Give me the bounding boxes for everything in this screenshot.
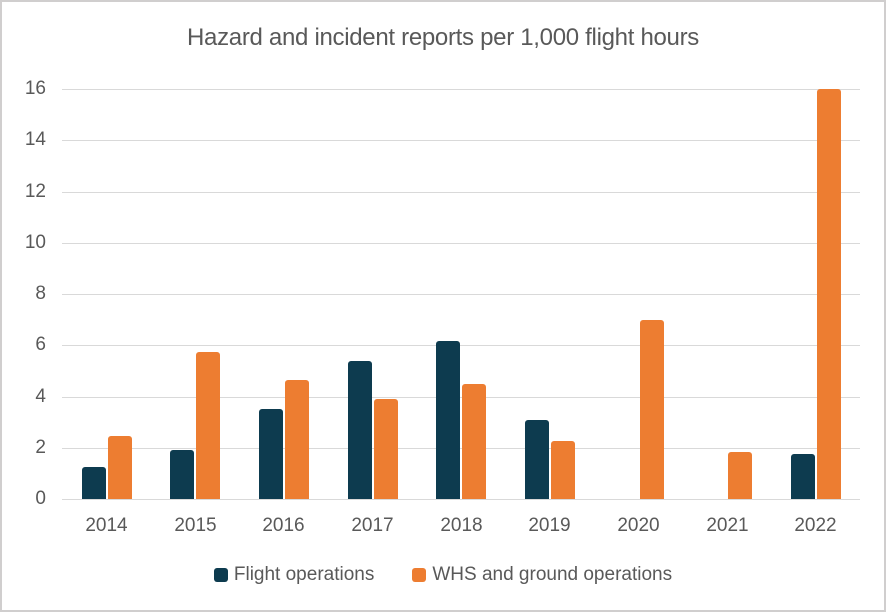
x-axis-label-2014: 2014 [85,515,128,536]
y-tick-label-16: 16 [24,78,46,99]
x-axis-label-2016: 2016 [262,515,305,536]
category-group-2014 [62,89,151,499]
bar-2019-whs-and-ground-operations [550,441,575,499]
category-group-2017 [328,89,417,499]
category-group-2019 [505,89,594,499]
bar-2018-flight-operations [436,341,460,499]
x-axis-label-2019: 2019 [528,515,571,536]
y-tick-label-0: 0 [35,488,46,509]
bar-2016-flight-operations [258,409,283,499]
bar-2022-flight-operations [790,454,815,499]
bar-2017-flight-operations [347,361,372,499]
bar-2018-whs-and-ground-operations [462,384,486,499]
x-axis-label-2020: 2020 [617,515,660,536]
bar-2015-flight-operations [170,450,194,499]
gridline-y-2 [62,448,860,449]
y-tick-label-2: 2 [35,437,46,458]
legend-item-whs-and-ground-operations: WHS and ground operations [412,564,672,586]
bar-2015-whs-and-ground-operations [196,352,220,499]
gridline-y-6 [62,345,860,346]
gridline-y-8 [62,294,860,295]
legend-label-flight-operations: Flight operations [233,564,375,585]
category-group-2021 [683,89,771,499]
legend-item-flight-operations: Flight operations [213,564,375,586]
x-axis-label-2015: 2015 [174,515,217,536]
bar-2017-whs-and-ground-operations [373,399,398,499]
x-axis-label-2018: 2018 [440,515,483,536]
gridline-y-4 [62,397,860,398]
bar-2016-whs-and-ground-operations [284,380,309,499]
legend-marker-flight-operations [213,568,228,582]
gridline-y-0 [62,499,860,500]
category-group-2016 [239,89,328,499]
gridline-y-10 [62,243,860,244]
category-group-2018 [417,89,505,499]
bar-2014-whs-and-ground-operations [107,436,132,499]
y-tick-label-8: 8 [35,283,46,304]
x-axis-label-2022: 2022 [794,515,837,536]
plot-area: 2014 2015 2016 2017 2018 2019 2020 2021 2022 [62,89,860,536]
y-tick-label-6: 6 [35,334,46,355]
bar-2019-flight-operations [524,420,549,499]
x-axis-label-2017: 2017 [351,515,394,536]
category-group-2020 [594,89,683,499]
bar-2021-whs-and-ground-operations [728,452,752,499]
legend: Flight operations WHS and ground operatio… [2,564,884,586]
chart-title: Hazard and incident reports per 1,000 fl… [187,24,699,51]
legend-marker-whs-and-ground-operations [412,568,427,582]
y-tick-label-12: 12 [24,181,46,202]
x-axis-label-2021: 2021 [706,515,749,536]
legend-label-whs-and-ground-operations: WHS and ground operations [432,564,673,585]
category-group-2022 [771,89,860,499]
gridline-y-12 [62,192,860,193]
bar-2020-whs-and-ground-operations [639,320,664,499]
bar-2014-flight-operations [81,467,106,499]
category-group-2015 [151,89,239,499]
y-tick-label-4: 4 [35,386,46,407]
bar-2022-whs-and-ground-operations [816,89,841,499]
gridline-y-16 [62,89,860,90]
gridline-y-14 [62,140,860,141]
y-tick-label-14: 14 [24,129,46,150]
y-tick-label-10: 10 [24,232,46,253]
